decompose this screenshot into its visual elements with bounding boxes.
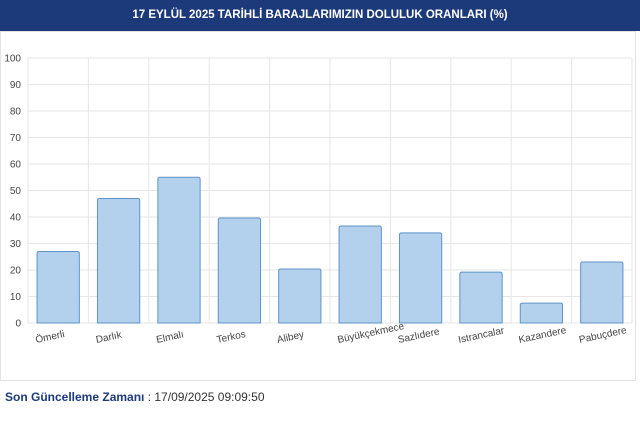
- x-tick-label: Darlık: [95, 330, 124, 346]
- bar: [519, 302, 564, 324]
- chart-frame: [0, 31, 636, 381]
- chart-title: 17 EYLÜL 2025 TARİHLİ BARAJLARIMIZIN DOL…: [0, 0, 640, 31]
- x-tick-label: Ömerli: [34, 328, 65, 346]
- y-tick-label: 0: [15, 319, 21, 330]
- y-tick-label: 40: [10, 213, 22, 224]
- x-tick-label: Istrancalar: [457, 325, 506, 346]
- y-tick-label: 60: [10, 160, 22, 171]
- y-tick-label: 80: [10, 107, 22, 118]
- bar: [217, 217, 262, 324]
- y-tick-label: 10: [10, 292, 22, 303]
- x-tick-label: Elmalı: [155, 329, 184, 346]
- x-tick-label: Alibey: [276, 330, 305, 346]
- x-tick-label: Pabuçdere: [578, 325, 628, 346]
- x-tick-label: Büyükçekmece: [337, 321, 406, 346]
- bar: [338, 225, 382, 324]
- bar: [398, 232, 443, 324]
- footer-value: : 17/09/2025 09:09:50: [147, 390, 265, 404]
- y-tick-label: 100: [4, 54, 21, 65]
- chart: 0 10 20 30 40 50 60 70 80 90 100 Ömerli Darlık Elmalı…: [0, 31, 636, 381]
- footer-label: Son Güncelleme Zamanı: [5, 390, 145, 404]
- y-tick-label: 90: [10, 80, 22, 91]
- y-tick-label: 70: [10, 133, 22, 144]
- bar: [278, 268, 322, 324]
- bar: [157, 176, 201, 324]
- y-tick-label: 50: [10, 186, 22, 197]
- bar: [580, 261, 624, 324]
- x-tick-label: Terkos: [216, 329, 247, 346]
- bar: [36, 250, 80, 324]
- bar: [96, 197, 141, 324]
- y-tick-label: 30: [10, 239, 22, 250]
- x-tick-label: Kazandere: [518, 325, 568, 346]
- bar: [459, 271, 503, 324]
- y-tick-label: 20: [10, 266, 22, 277]
- footer: Son Güncelleme Zamanı : 17/09/2025 09:09…: [5, 390, 265, 404]
